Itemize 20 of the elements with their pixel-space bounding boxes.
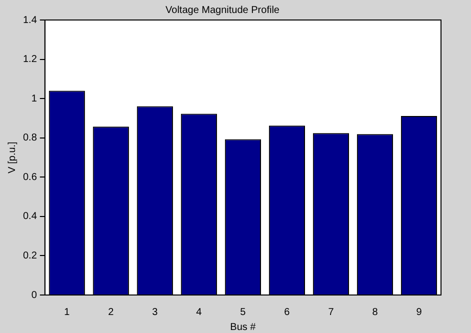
- y-tick-label: 1.2: [22, 54, 38, 66]
- x-tick-label: 1: [64, 306, 70, 318]
- y-tick-label: 0.6: [22, 172, 38, 183]
- x-axis-title: Bus #: [230, 322, 256, 333]
- x-tick-label: 2: [108, 306, 114, 318]
- x-tick-label: 4: [196, 306, 202, 318]
- chart-title: Voltage Magnitude Profile: [166, 4, 280, 16]
- x-tick-label: 7: [328, 306, 334, 318]
- y-tick-label: 0: [31, 290, 38, 301]
- y-tick-label: 0.8: [22, 132, 38, 144]
- x-tick-label: 8: [372, 306, 378, 318]
- y-tick-label: 1: [31, 93, 38, 104]
- y-tick-label: 0.2: [22, 250, 38, 262]
- y-tick-label: 1.4: [22, 14, 38, 26]
- x-tick-label: 6: [284, 306, 290, 318]
- y-tick-label: 0.4: [22, 211, 38, 222]
- x-tick-label: 9: [416, 306, 422, 318]
- x-tick-label: 5: [240, 306, 246, 318]
- x-tick-label: 3: [152, 306, 158, 318]
- y-axis-title: V [p.u.]: [6, 141, 18, 174]
